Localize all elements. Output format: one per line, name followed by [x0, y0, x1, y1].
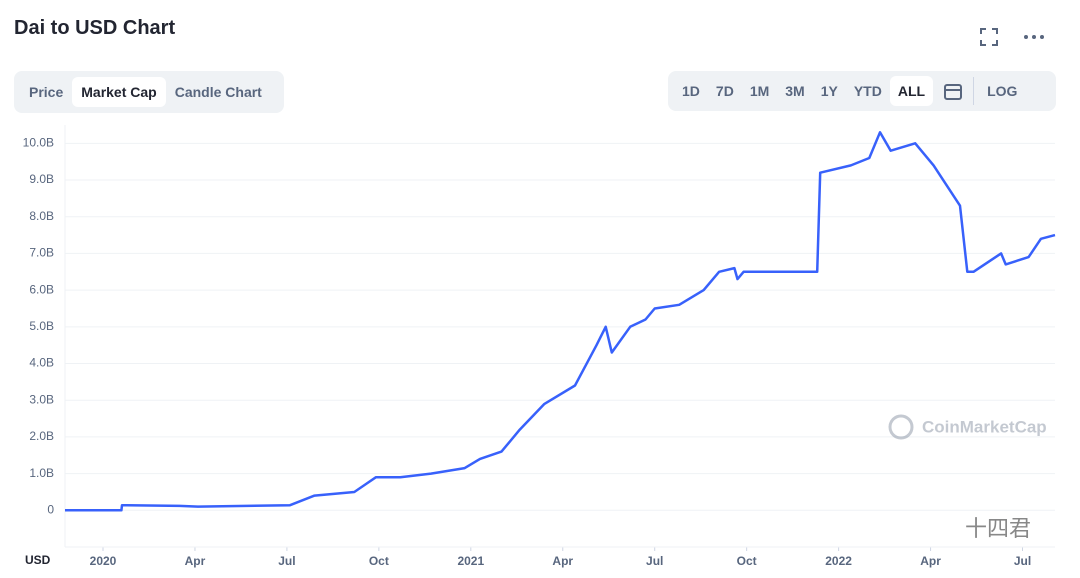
x-tick-label: 2021	[457, 554, 484, 568]
y-tick-label: 7.0B	[29, 246, 54, 260]
watermark-text: CoinMarketCap	[922, 417, 1047, 436]
watermark: CoinMarketCap	[888, 414, 1047, 440]
button[interactable]: Market Cap	[72, 77, 166, 107]
signature: 十四君	[965, 516, 1031, 541]
x-tick-label: Apr	[185, 554, 206, 568]
y-tick-label: 0	[47, 502, 54, 516]
calendar-icon	[944, 84, 963, 100]
y-tick-label: 4.0B	[29, 356, 54, 370]
y-tick-label: 8.0B	[29, 209, 54, 223]
chart: Jul Apr 2022 Oct Jul Apr 2021 Oct Jul Apr 2020 10.0…	[23, 125, 1056, 568]
x-tick-label: Oct	[737, 554, 757, 568]
button[interactable]: 1D	[682, 83, 700, 99]
fullscreen-icon[interactable]	[978, 26, 1000, 48]
currency-label: USD	[25, 553, 51, 567]
y-tick-label: 9.0B	[29, 172, 54, 186]
x-tick-label: 2022	[825, 554, 852, 568]
button[interactable]: 1M	[749, 83, 770, 99]
x-tick-label: Oct	[369, 554, 389, 568]
y-tick-label: 2.0B	[29, 429, 54, 443]
x-tick-label: Jul	[1014, 554, 1031, 568]
x-tick-label: Apr	[920, 554, 941, 568]
y-tick-label: 3.0B	[29, 392, 54, 406]
button[interactable]: LOG	[987, 83, 1018, 99]
x-tick-label: Apr	[552, 554, 573, 568]
more-icon[interactable]	[1022, 26, 1046, 48]
button[interactable]: Price	[29, 84, 64, 100]
tab-group: Price Market Cap Candle Chart	[14, 71, 284, 113]
calendar-button[interactable]	[933, 77, 975, 105]
line	[65, 131, 1056, 512]
x-tick-label: Jul	[278, 554, 295, 568]
title: Dai to USD Chart	[14, 17, 176, 39]
x-tick-label: 2020	[90, 554, 117, 568]
button[interactable]: Candle Chart	[174, 84, 262, 100]
range-group: 1D 7D 1M 3M 1Y YTD ALL LOG	[668, 71, 1056, 111]
y-tick-label: 10.0B	[23, 136, 54, 150]
y-tick-label: 6.0B	[29, 282, 54, 296]
button[interactable]: ALL	[889, 76, 934, 106]
button[interactable]: 1Y	[820, 83, 838, 99]
x-tick-label: Jul	[646, 554, 663, 568]
button[interactable]: YTD	[853, 83, 882, 99]
y-tick-label: 5.0B	[29, 319, 54, 333]
button[interactable]: 7D	[715, 83, 734, 99]
y-tick-label: 1.0B	[29, 466, 54, 480]
button[interactable]: 3M	[785, 83, 805, 99]
